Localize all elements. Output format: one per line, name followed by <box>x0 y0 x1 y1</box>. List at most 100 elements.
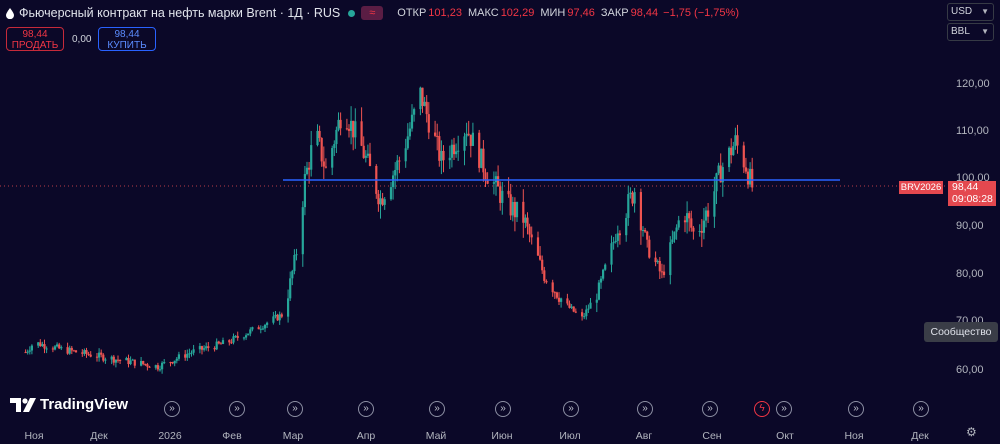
candle-body <box>595 299 598 303</box>
candle-body <box>704 210 708 221</box>
candle-body <box>83 350 86 354</box>
candle-body <box>597 282 600 300</box>
candle-body <box>648 239 651 258</box>
logo-text: TradingView <box>40 396 129 413</box>
candle-body <box>751 168 754 188</box>
candle-body <box>394 169 397 176</box>
candle-body <box>114 359 117 363</box>
candle-body <box>261 328 264 330</box>
currency-select[interactable]: USD ▼ <box>947 3 994 21</box>
buy-button[interactable]: 98,44 КУПИТЬ <box>98 27 156 51</box>
candle-body <box>507 190 510 195</box>
candle-body <box>551 282 554 293</box>
candle-body <box>457 150 460 152</box>
candle-body <box>53 346 57 350</box>
candle-body <box>303 174 306 208</box>
candle-body <box>171 362 174 364</box>
event-icon[interactable]: » <box>776 401 792 417</box>
event-icon[interactable]: » <box>164 401 180 417</box>
candle-body <box>320 137 323 162</box>
candle-body <box>629 192 632 195</box>
price-tick: 110,00 <box>956 125 989 137</box>
candle-body <box>190 352 193 354</box>
event-icon[interactable]: » <box>848 401 864 417</box>
candle-body <box>513 202 516 218</box>
candle-body <box>131 359 134 361</box>
candle-body <box>352 120 355 138</box>
candle-body <box>28 350 31 352</box>
candle-body <box>589 302 592 309</box>
market-status-dot <box>348 9 356 17</box>
candle-body <box>658 260 661 272</box>
candle-body <box>734 135 737 147</box>
candle-body <box>184 354 187 358</box>
wave-icon[interactable]: ≈ <box>361 6 384 20</box>
candle-body <box>436 135 439 137</box>
event-icon[interactable]: » <box>429 401 445 417</box>
candle-body <box>746 171 750 185</box>
candle-body <box>177 354 180 359</box>
candle-body <box>660 271 663 273</box>
candle-body <box>469 134 472 146</box>
candle-body <box>87 353 90 355</box>
candle-body <box>732 146 735 156</box>
community-button[interactable]: Сообщество <box>924 322 998 342</box>
time-label: 2026 <box>158 430 182 442</box>
unit-select[interactable]: BBL ▼ <box>947 23 994 41</box>
candle-body <box>719 165 722 183</box>
candle-body <box>213 348 216 350</box>
candle-body <box>74 350 78 353</box>
candle-body <box>646 231 649 240</box>
candle-body <box>423 101 426 106</box>
candle-body <box>232 336 235 343</box>
sell-button[interactable]: 98,44 ПРОДАТЬ <box>6 27 64 51</box>
candle-body <box>175 358 178 361</box>
candle-body <box>555 292 558 298</box>
candle-body <box>528 226 531 235</box>
candle-body <box>599 278 603 283</box>
candle-body <box>30 345 33 351</box>
drop-icon <box>6 7 14 19</box>
event-icon[interactable]: » <box>287 401 303 417</box>
lightning-icon[interactable]: ϟ <box>754 401 770 417</box>
candle-body <box>217 341 220 344</box>
event-icon[interactable]: » <box>913 401 929 417</box>
candle-body <box>717 165 720 174</box>
candle-body <box>362 145 365 158</box>
candle-body <box>452 144 456 155</box>
candle-body <box>742 145 745 168</box>
candle-body <box>146 364 149 367</box>
price-tick: 120,00 <box>956 78 990 90</box>
event-icon[interactable]: » <box>563 401 579 417</box>
event-icon[interactable]: » <box>495 401 511 417</box>
sell-price: 98,44 <box>22 29 48 40</box>
candle-body <box>392 175 395 188</box>
event-icon[interactable]: » <box>358 401 374 417</box>
sell-label: ПРОДАТЬ <box>11 40 59 51</box>
candle-body <box>41 344 44 347</box>
event-icon[interactable]: » <box>637 401 653 417</box>
settings-icon[interactable]: ⚙ <box>966 425 977 439</box>
candle-body <box>494 176 498 183</box>
candle-body <box>234 335 237 337</box>
chevron-down-icon: ▼ <box>981 27 989 36</box>
candle-body <box>186 353 189 358</box>
open-label: ОТКР <box>397 7 427 19</box>
candle-body <box>644 229 647 232</box>
tradingview-logo[interactable]: TradingView <box>10 396 128 413</box>
candle-body <box>627 194 630 218</box>
unit-value: BBL <box>951 26 970 37</box>
candle-body <box>104 359 107 361</box>
candle-body <box>633 192 636 204</box>
candle-body <box>526 217 529 227</box>
symbol-title[interactable]: Фьючерсный контракт на нефть марки Brent… <box>19 6 341 20</box>
candle-body <box>730 147 733 156</box>
candle-body <box>236 335 239 339</box>
event-icon[interactable]: » <box>229 401 245 417</box>
candle-body <box>39 342 42 347</box>
candle-body <box>406 136 409 149</box>
candle-body <box>604 264 607 270</box>
event-icon[interactable]: » <box>702 401 718 417</box>
candle-body <box>515 201 519 218</box>
